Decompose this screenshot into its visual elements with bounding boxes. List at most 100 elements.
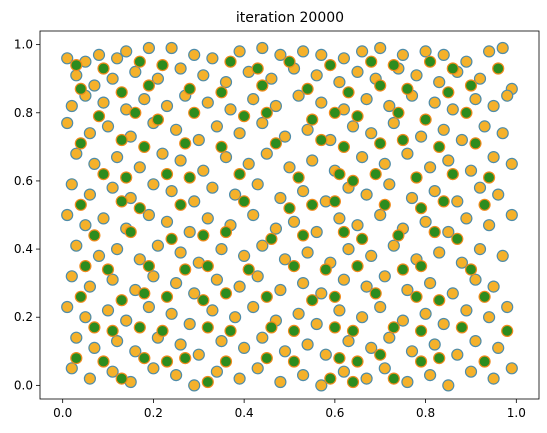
scatter-point-s0-128 — [492, 188, 505, 201]
scatter-point-s1-102 — [219, 287, 233, 300]
scatter-point-s1-45 — [374, 137, 387, 150]
y-tick-label: 0.2 — [14, 310, 33, 324]
scatter-point-s0-124 — [405, 191, 419, 205]
scatter-point-s1-63 — [133, 202, 146, 215]
scatter-point-s0-153 — [110, 243, 124, 256]
scatter-point-s1-44 — [337, 140, 350, 153]
scatter-point-s1-122 — [455, 321, 468, 334]
scatter-point-s1-31 — [306, 113, 319, 126]
scatter-point-s0-166 — [387, 239, 400, 252]
scatter-point-s0-143 — [351, 219, 364, 232]
scatter-point-s1-34 — [392, 106, 405, 119]
scatter-point-s1-106 — [369, 287, 382, 300]
scatter-point-s0-234 — [469, 335, 482, 348]
scatter-point-s0-118 — [274, 191, 287, 205]
scatter-point-s0-94 — [219, 151, 233, 164]
scatter-point-s0-82 — [415, 130, 428, 143]
scatter-point-s0-18 — [419, 45, 432, 58]
scatter-point-s0-130 — [79, 219, 92, 232]
scatter-point-s0-105 — [464, 164, 478, 177]
scatter-point-s0-248 — [315, 379, 328, 392]
scatter-point-s0-16 — [374, 41, 387, 55]
scatter-point-s0-4 — [120, 45, 133, 58]
scatter-point-s0-250 — [360, 372, 373, 385]
scatter-point-s0-224 — [256, 331, 269, 344]
ticks-layer: 0.0 0.2 0.4 0.6 0.8 1.0 0.0 0.2 0.4 0.6 0.8 1.0 — [14, 38, 526, 420]
scatter-point-s1-65 — [238, 195, 251, 208]
scatter-point-s1-75 — [165, 232, 178, 245]
scatter-point-s0-139 — [269, 222, 282, 235]
scatter-point-s0-28 — [174, 62, 187, 75]
scatter-point-s1-43 — [315, 133, 328, 147]
scatter-point-s0-136 — [201, 212, 214, 225]
scatter-point-s1-91 — [287, 260, 301, 273]
scatter-point-s0-140 — [287, 215, 301, 228]
scatter-point-s0-238 — [106, 365, 119, 378]
scatter-point-s0-113 — [165, 185, 178, 198]
scatter-point-s0-123 — [383, 178, 396, 191]
scatter-point-s0-242 — [188, 379, 201, 392]
scatter-point-s0-17 — [396, 48, 409, 62]
scatter-point-s0-79 — [346, 120, 360, 133]
scatter-point-s1-101 — [197, 294, 210, 307]
points-layer — [61, 41, 518, 392]
scatter-point-s0-14 — [337, 52, 350, 65]
scatter-point-s1-8 — [365, 55, 378, 68]
scatter-point-s1-90 — [242, 263, 255, 276]
scatter-point-s1-130 — [260, 352, 273, 365]
scatter-point-s1-5 — [251, 62, 264, 75]
scatter-point-s1-73 — [88, 229, 101, 242]
scatter-point-s0-35 — [333, 75, 346, 89]
scatter-point-s0-243 — [210, 365, 223, 378]
scatter-point-s1-125 — [97, 355, 110, 368]
scatter-point-s0-228 — [342, 335, 355, 348]
scatter-point-s0-216 — [88, 341, 101, 354]
scatter-point-s0-12 — [297, 45, 310, 58]
scatter-point-s0-24 — [88, 79, 101, 92]
scatter-point-s0-77 — [301, 123, 314, 136]
x-tick-label: 0.4 — [235, 406, 254, 420]
scatter-point-s1-113 — [156, 324, 169, 337]
scatter-point-s0-102 — [401, 147, 414, 160]
scatter-point-s1-104 — [306, 294, 319, 307]
scatter-point-s0-27 — [151, 72, 164, 85]
scatter-point-s0-152 — [92, 249, 106, 262]
scatter-point-s0-146 — [419, 215, 432, 228]
scatter-point-s1-139 — [201, 375, 214, 389]
scatter-point-s1-76 — [197, 229, 210, 242]
scatter-point-s0-32 — [265, 72, 278, 85]
scatter-point-s0-190 — [446, 287, 459, 300]
scatter-point-s0-188 — [401, 283, 414, 297]
scatter-point-s0-210 — [419, 307, 432, 320]
scatter-point-s0-255 — [464, 365, 478, 378]
scatter-point-s0-169 — [455, 256, 468, 269]
scatter-point-s0-206 — [333, 304, 346, 317]
scatter-point-s1-27 — [151, 113, 164, 126]
scatter-point-s0-207 — [356, 311, 369, 324]
scatter-point-s0-233 — [451, 348, 464, 361]
scatter-point-s0-81 — [387, 116, 400, 130]
scatter-point-s0-199 — [183, 317, 196, 331]
scatter-point-s1-103 — [260, 290, 273, 303]
scatter-point-s1-1 — [97, 62, 110, 75]
scatter-point-s1-126 — [138, 352, 151, 365]
scatter-point-s1-107 — [410, 290, 423, 303]
scatter-point-s0-125 — [428, 185, 441, 198]
scatter-point-s0-223 — [238, 341, 251, 354]
scatter-point-s0-241 — [170, 369, 183, 382]
x-tick-label: 1.0 — [507, 406, 526, 420]
scatter-point-s0-9 — [233, 45, 246, 58]
scatter-point-s0-10 — [256, 41, 269, 55]
scatter-point-s0-49 — [160, 99, 174, 113]
scatter-point-s0-172 — [65, 270, 78, 283]
scatter-point-s0-253 — [424, 369, 437, 382]
scatter-point-s1-131 — [287, 355, 301, 368]
scatter-point-s0-26 — [129, 65, 142, 79]
scatter-point-s0-194 — [79, 311, 92, 324]
scatter-point-s0-222 — [215, 335, 228, 348]
scatter-point-s1-51 — [160, 168, 174, 181]
scatter-point-s0-168 — [433, 246, 446, 259]
scatter-point-s0-71 — [170, 123, 183, 136]
scatter-point-s0-103 — [424, 161, 437, 174]
scatter-point-s0-158 — [215, 243, 228, 256]
